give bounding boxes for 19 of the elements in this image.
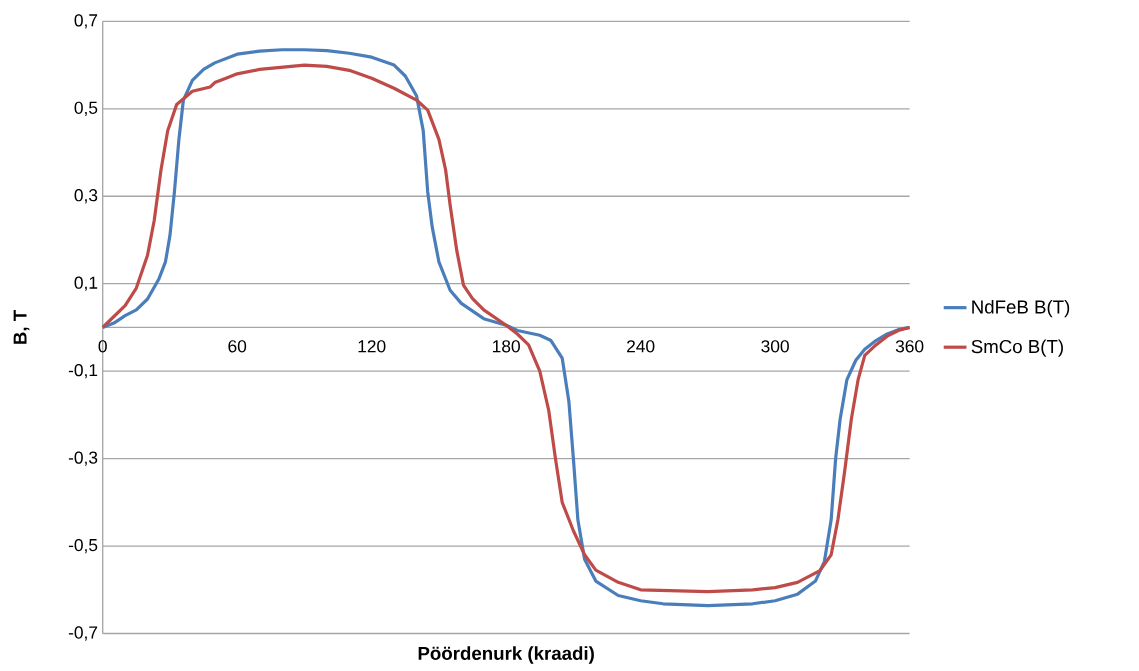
- y-tick-label: 0,1: [74, 276, 98, 291]
- y-tick-label: 0,3: [74, 189, 98, 204]
- x-axis-title: Pöördenurk (kraadi): [418, 646, 594, 664]
- y-tick-label: -0,5: [68, 538, 98, 554]
- x-tick-label: 300: [761, 340, 789, 353]
- x-tick-label: 240: [627, 340, 655, 353]
- x-tick-label: 60: [228, 340, 247, 353]
- y-tick-label: 0,7: [74, 14, 98, 29]
- y-tick-label: -0,3: [68, 451, 98, 466]
- y-tick-label: -0,7: [68, 626, 98, 641]
- x-tick-label: 180: [493, 340, 520, 353]
- legend-label: NdFeB B(T): [972, 299, 1070, 318]
- legend-label: SmCo B(T): [971, 339, 1063, 357]
- y-tick-label: 0,5: [74, 101, 98, 117]
- y-axis-title: B, T: [13, 310, 30, 344]
- y-tick-label: -0,1: [68, 364, 98, 379]
- x-tick-label: 0: [98, 340, 107, 353]
- x-tick-label: 120: [358, 340, 386, 353]
- x-tick-label: 360: [895, 340, 924, 353]
